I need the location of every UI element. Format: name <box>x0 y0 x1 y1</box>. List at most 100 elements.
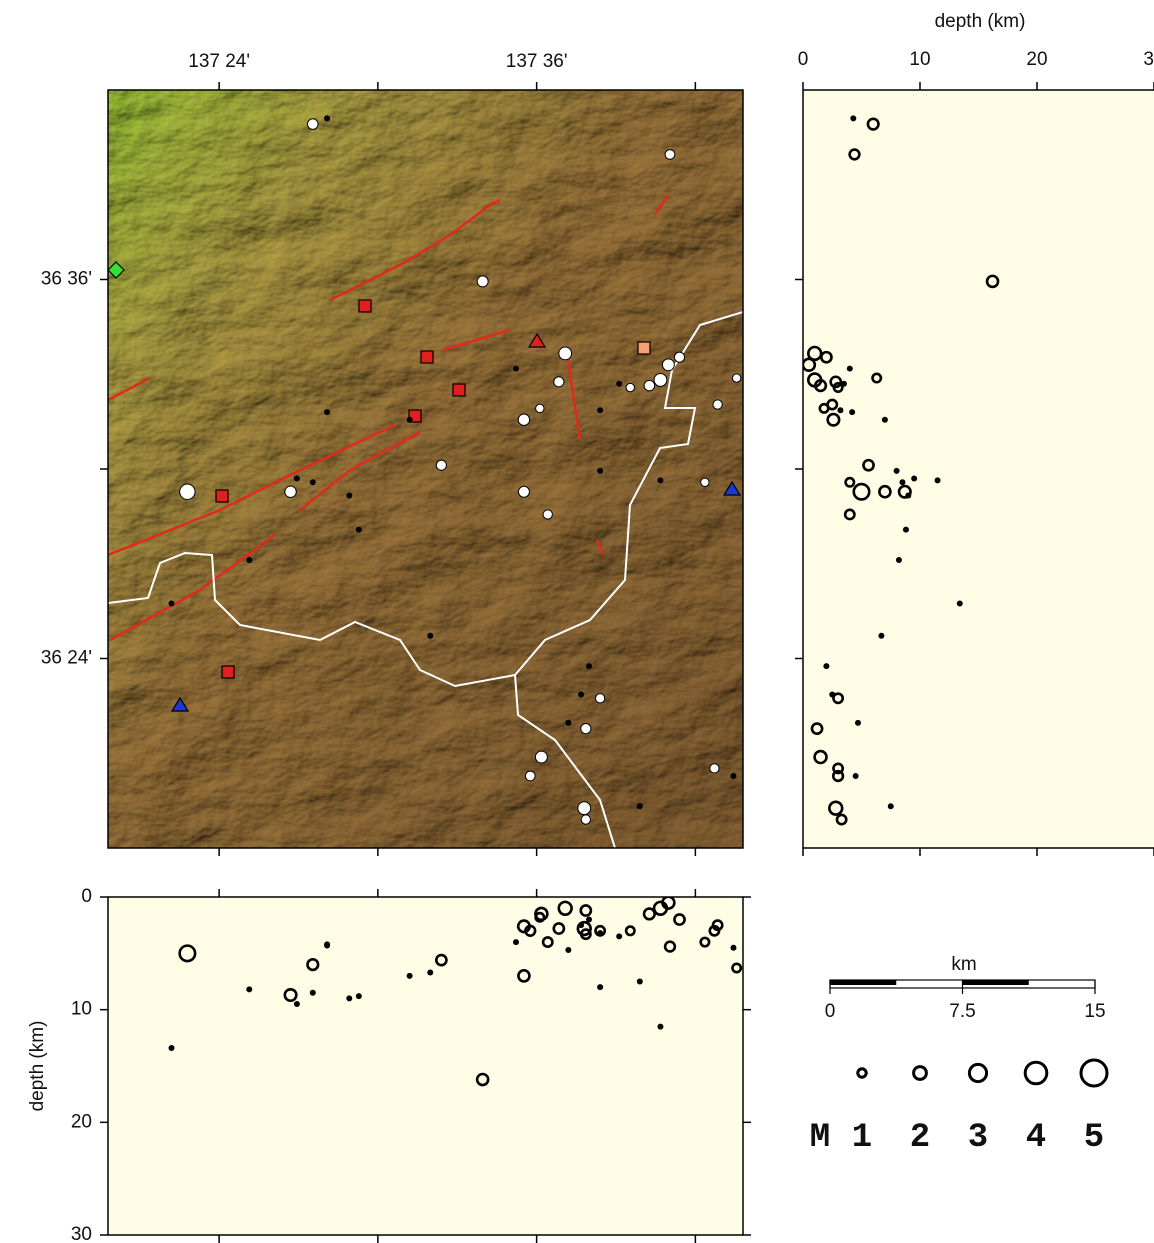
event <box>565 947 571 953</box>
event <box>905 493 911 499</box>
event <box>896 557 902 563</box>
x-tick-label: 30 <box>1143 49 1154 70</box>
event <box>658 478 663 483</box>
event <box>559 347 572 360</box>
event <box>899 479 905 485</box>
legend-circle <box>1025 1062 1047 1084</box>
event <box>823 663 829 669</box>
event <box>428 633 433 638</box>
legend-circle <box>969 1064 986 1081</box>
event <box>597 984 603 990</box>
section-bg <box>803 90 1154 848</box>
event <box>581 815 590 824</box>
event <box>247 557 252 562</box>
event <box>654 374 667 387</box>
scale-tick-label: 15 <box>1084 1001 1105 1022</box>
ns-section: depth (km) <box>803 11 1154 848</box>
event <box>518 414 529 425</box>
event <box>246 986 252 992</box>
event <box>543 510 552 519</box>
event <box>732 374 740 382</box>
event <box>356 993 362 999</box>
event <box>957 601 963 607</box>
event <box>731 773 736 778</box>
event <box>878 633 884 639</box>
event <box>850 115 856 121</box>
legend-circle <box>1081 1060 1107 1086</box>
event <box>180 484 195 499</box>
event <box>617 381 622 386</box>
event <box>674 352 684 362</box>
event <box>535 751 547 763</box>
event <box>637 804 642 809</box>
station <box>421 351 433 363</box>
event <box>347 493 352 498</box>
scale-bar-segment <box>830 980 896 985</box>
station <box>453 384 465 396</box>
event <box>644 380 655 391</box>
event <box>853 773 859 779</box>
event <box>579 692 584 697</box>
event <box>407 417 412 422</box>
legend-circle <box>914 1067 927 1080</box>
event <box>598 408 603 413</box>
event <box>847 366 853 372</box>
event <box>310 990 316 996</box>
event <box>616 933 622 939</box>
station <box>638 342 650 354</box>
event <box>578 802 591 815</box>
x-tick-label: 137 24' <box>188 51 250 72</box>
event <box>911 475 917 481</box>
legend-label: 3 <box>968 1119 988 1157</box>
scale-label: km <box>951 954 976 975</box>
x-tick-label: 10 <box>909 49 930 70</box>
x-tick-label: 137 36' <box>506 51 568 72</box>
y-tick-label: 0 <box>81 886 92 907</box>
event <box>598 468 603 473</box>
terrain <box>108 90 743 848</box>
scale-bar-segment <box>963 980 1029 985</box>
event <box>888 803 894 809</box>
event <box>637 979 643 985</box>
event <box>536 404 544 412</box>
event <box>324 941 330 947</box>
y-tick-label: 10 <box>71 999 92 1020</box>
legend-label: 5 <box>1084 1119 1104 1157</box>
station <box>222 666 234 678</box>
event <box>169 601 174 606</box>
event <box>894 468 900 474</box>
axis-label: depth (km) <box>935 11 1026 32</box>
event <box>713 400 722 409</box>
x-tick-label: 0 <box>798 49 809 70</box>
event <box>477 276 488 287</box>
event <box>325 116 330 121</box>
event <box>554 377 564 387</box>
event <box>849 409 855 415</box>
event <box>710 764 719 773</box>
event <box>595 694 604 703</box>
event <box>935 477 941 483</box>
legend-label: 4 <box>1026 1119 1046 1157</box>
event <box>427 969 433 975</box>
legend-circle <box>858 1069 866 1077</box>
event <box>665 150 675 160</box>
event <box>346 995 352 1001</box>
station <box>216 490 228 502</box>
event <box>730 945 736 951</box>
event <box>662 359 674 371</box>
event <box>513 939 519 945</box>
figure: depth (km) depth (km) km M 07.51512345 1… <box>0 0 1154 1243</box>
y-tick-label: 36 36' <box>41 269 92 290</box>
event <box>169 1045 175 1051</box>
axis-label: depth (km) <box>27 1021 48 1112</box>
event <box>325 410 330 415</box>
station <box>359 300 371 312</box>
y-tick-label: 36 24' <box>41 648 92 669</box>
event <box>407 973 413 979</box>
event <box>294 476 299 481</box>
event <box>578 922 584 928</box>
legend-label: 2 <box>910 1119 930 1157</box>
event <box>701 478 709 486</box>
section-bg <box>108 897 743 1235</box>
